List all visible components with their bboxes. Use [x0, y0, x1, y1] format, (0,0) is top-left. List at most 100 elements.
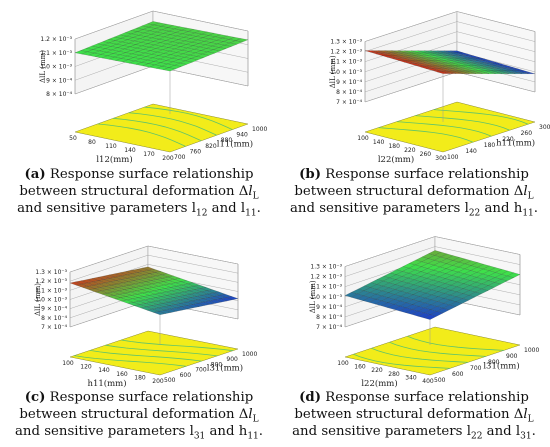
x-tick-label-b: 300 [435, 155, 447, 162]
caption-c-letter: (c) [24, 390, 46, 405]
caption-b-end: . [533, 201, 539, 216]
z-tick-label-b: 9 × 10⁻⁴ [336, 79, 362, 86]
z-tick-label-a: 8 × 10⁻⁴ [46, 91, 72, 98]
grid-line-d [344, 246, 436, 277]
grid-line-b [364, 21, 458, 52]
contour-line-b [415, 115, 510, 131]
caption-d-p1-sub: 22 [470, 431, 483, 442]
y-tick-label-a: 940 [236, 132, 248, 139]
y-tick-label-b: 300 [539, 124, 550, 131]
caption-b-text: Response surface relationship between st… [294, 167, 529, 199]
caption-d-text2: and sensitive parameters [292, 424, 467, 439]
y-tick-label-c: 500 [164, 377, 176, 384]
z-axis-label-b: ΔlL (mm) [329, 55, 337, 88]
caption-a-p2-sub: 11 [245, 208, 257, 219]
z-tick-label-d: 8 × 10⁻⁴ [316, 314, 342, 321]
x-tick-label-c: 140 [98, 367, 110, 374]
surface-cell-b [437, 71, 450, 74]
grid-line-b [456, 11, 536, 32]
z-tick-label-c: 7 × 10⁻⁴ [41, 324, 67, 331]
grid-line-b [364, 31, 458, 62]
z-tick-label-c: 1.2 × 10⁻³ [35, 278, 67, 285]
x-tick-label-d: 340 [405, 374, 417, 381]
caption-a-text: Response surface relationship between st… [19, 167, 254, 199]
contour-line-d [353, 353, 450, 369]
caption-c-text2: and sensitive parameters [14, 424, 190, 439]
z-tick-label-c: 8 × 10⁻⁴ [41, 315, 67, 322]
grid-line-c [69, 245, 149, 273]
caption-c: (c) Response surface relationship betwee… [14, 390, 264, 442]
contour-floor-a [74, 103, 249, 153]
contour-line-c [105, 344, 218, 357]
grid-line-d [434, 246, 521, 265]
x-tick-label-b: 260 [420, 151, 432, 158]
contour-line-a [113, 117, 202, 142]
contour-line-a [144, 106, 233, 130]
contour-line-b [378, 127, 474, 143]
y-tick-label-c: 700 [195, 367, 207, 374]
z-tick-label-b: 1.3 × 10⁻³ [330, 39, 362, 46]
contour-line-c [120, 339, 234, 352]
caption-b-p2-sub: 11 [522, 208, 534, 219]
x-tick-label-d: 220 [371, 367, 383, 374]
y-axis-label-b: h11(mm) [496, 138, 535, 149]
caption-b-p1-sub: 22 [468, 208, 481, 219]
grid-line-b [456, 41, 536, 62]
x-tick-label-b: 140 [373, 139, 385, 146]
contour-line-b [433, 109, 529, 125]
z-tick-label-d: 1.3 × 10⁻³ [310, 264, 342, 271]
y-tick-label-c: 1000 [242, 351, 257, 358]
x-tick-label-c: 100 [62, 360, 74, 367]
y-tick-label-b: 220 [502, 136, 514, 143]
y-tick-label-c: 900 [226, 356, 238, 363]
z-tick-label-c: 1.0 × 10⁻³ [35, 297, 67, 304]
y-tick-label-a: 700 [174, 154, 186, 161]
z-tick-label-d: 7 × 10⁻⁴ [316, 324, 342, 331]
z-tick-label-a: 1.2 × 10⁻³ [40, 36, 72, 43]
caption-d-and: and [482, 424, 516, 439]
contour-line-b [396, 121, 492, 137]
y-tick-label-d: 900 [506, 353, 518, 360]
y-tick-label-d: 600 [452, 371, 464, 378]
x-tick-label-d: 100 [337, 360, 349, 367]
z-tick-label-d: 1.0 × 10⁻³ [310, 294, 342, 301]
y-axis-label-a: l11(mm) [217, 139, 253, 150]
chart-a: 8 × 10⁻⁴ 9 × 10⁻⁴ 1.0 × 10⁻³ 1.1 × 10⁻³ 1.2 … [39, 10, 267, 165]
y-tick-label-b: 140 [465, 148, 477, 155]
x-axis-label-d: l22(mm) [361, 378, 397, 389]
grid-line-d [344, 236, 436, 267]
x-tick-label-c: 180 [134, 374, 146, 381]
surface-cell-a [162, 67, 177, 72]
chart-b: 7 × 10⁻⁴ 8 × 10⁻⁴ 9 × 10⁻⁴ 1.0 × 10⁻³ 1.1 × … [329, 11, 550, 165]
caption-a-p1: l [191, 201, 196, 216]
grid-line-b [456, 71, 536, 93]
x-tick-label-d: 400 [422, 378, 434, 385]
contour-line-a [128, 112, 217, 136]
z-tick-label-c: 9 × 10⁻⁴ [41, 306, 67, 313]
x-tick-label-a: 200 [162, 155, 174, 162]
x-tick-label-d: 160 [354, 364, 366, 371]
grid-line-c [69, 254, 149, 282]
caption-d-p1: l [466, 424, 471, 439]
y-axis-label-c: l31(mm) [207, 363, 243, 374]
y-tick-label-c: 600 [180, 372, 192, 379]
grid-line-b [456, 31, 536, 52]
caption-c-p2-sub: 11 [247, 431, 259, 442]
x-tick-label-b: 100 [357, 135, 369, 142]
y-tick-label-a: 1000 [252, 126, 267, 133]
contour-line-d [389, 341, 486, 357]
caption-a-letter: (a) [24, 167, 46, 182]
z-tick-label-b: 7 × 10⁻⁴ [336, 99, 362, 106]
grid-line-d [434, 236, 521, 255]
grid-line-c [147, 254, 239, 274]
x-tick-label-c: 200 [152, 378, 164, 385]
caption-c-p2: h [238, 424, 248, 439]
contour-floor-b [364, 101, 536, 153]
chart-c: 7 × 10⁻⁴ 8 × 10⁻⁴ 9 × 10⁻⁴ 1.0 × 10⁻³ 1.1 × … [34, 245, 257, 389]
contour-floor-c [69, 330, 239, 376]
grid-line-a [74, 10, 154, 40]
y-tick-label-d: 1000 [524, 347, 539, 354]
y-tick-label-c: 800 [211, 361, 223, 368]
caption-c-end: . [258, 424, 264, 439]
contour-line-d [407, 335, 504, 351]
